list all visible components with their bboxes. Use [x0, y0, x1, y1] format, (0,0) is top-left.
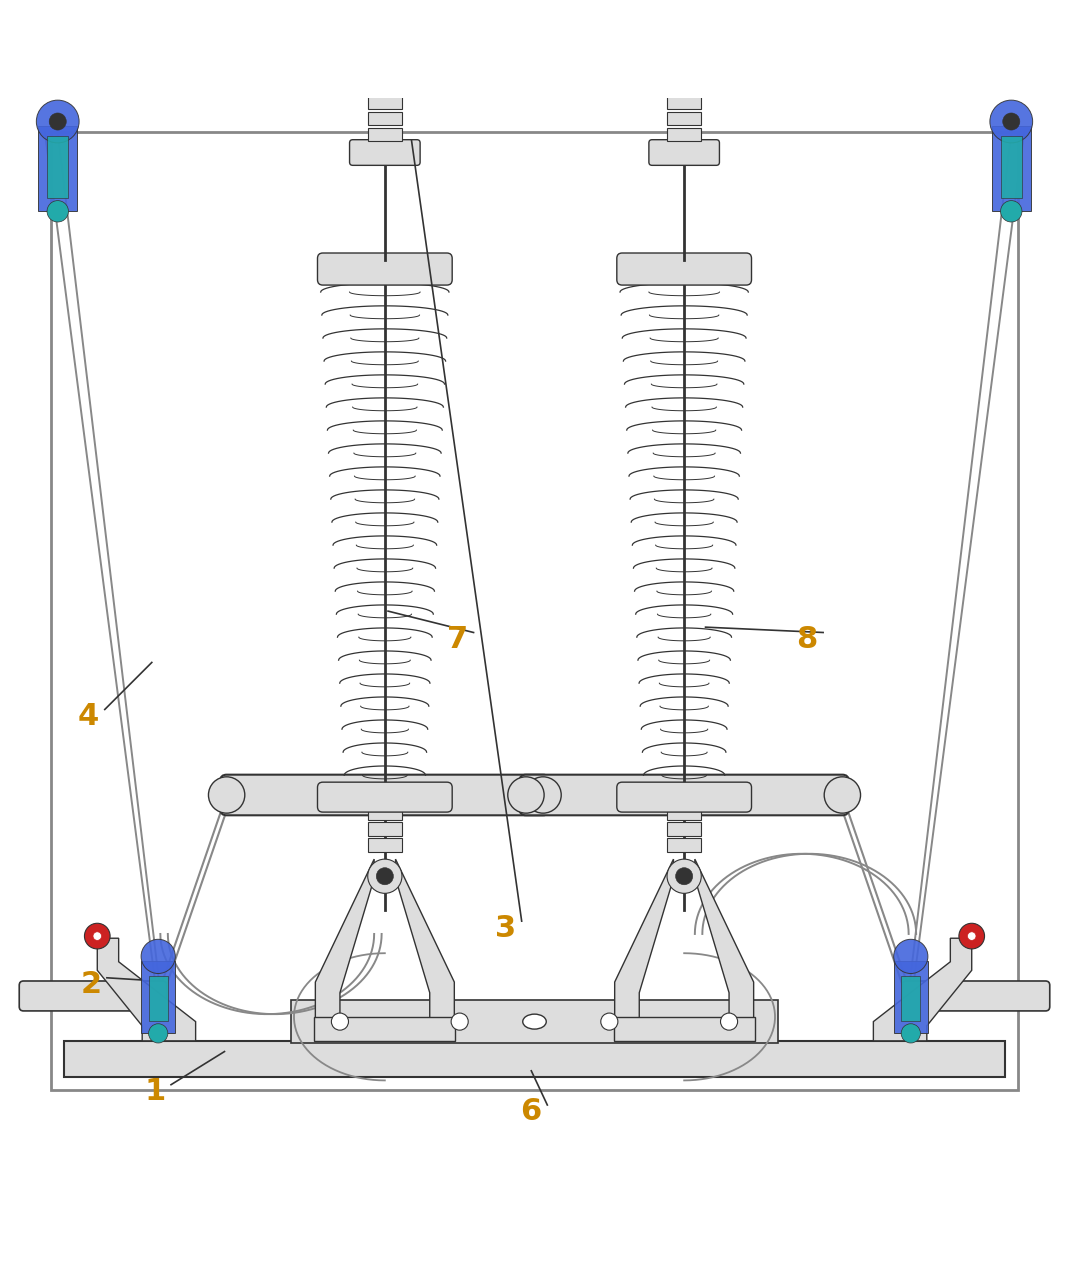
- Circle shape: [208, 777, 245, 813]
- Circle shape: [47, 201, 68, 221]
- Circle shape: [36, 100, 79, 143]
- Bar: [667, 111, 701, 125]
- Circle shape: [990, 100, 1033, 143]
- Text: 3: 3: [495, 913, 516, 942]
- Bar: [368, 837, 402, 851]
- Polygon shape: [315, 859, 374, 1041]
- Circle shape: [368, 859, 402, 893]
- Circle shape: [376, 47, 393, 63]
- Bar: [667, 96, 701, 109]
- Bar: [47, 137, 68, 199]
- Circle shape: [676, 868, 693, 884]
- Bar: [357, 0, 413, 19]
- Polygon shape: [615, 859, 673, 1041]
- Bar: [38, 125, 77, 211]
- Bar: [1001, 137, 1022, 199]
- Circle shape: [601, 1013, 618, 1030]
- Circle shape: [894, 940, 928, 974]
- Circle shape: [1001, 201, 1022, 221]
- Bar: [667, 806, 701, 820]
- Bar: [314, 1017, 455, 1041]
- FancyBboxPatch shape: [220, 774, 549, 816]
- Text: 6: 6: [521, 1097, 542, 1126]
- Bar: [374, 0, 396, 1]
- Polygon shape: [78, 939, 196, 1041]
- FancyBboxPatch shape: [317, 253, 452, 285]
- Polygon shape: [695, 859, 754, 1041]
- Ellipse shape: [523, 1015, 546, 1030]
- FancyBboxPatch shape: [617, 253, 752, 285]
- FancyBboxPatch shape: [902, 980, 1050, 1011]
- Circle shape: [1003, 113, 1020, 130]
- Bar: [368, 822, 402, 836]
- FancyBboxPatch shape: [19, 980, 167, 1011]
- Circle shape: [451, 1013, 468, 1030]
- Bar: [291, 1001, 778, 1044]
- FancyBboxPatch shape: [520, 774, 849, 816]
- FancyBboxPatch shape: [317, 782, 452, 812]
- FancyBboxPatch shape: [649, 139, 719, 166]
- Circle shape: [149, 1023, 168, 1044]
- Circle shape: [508, 777, 544, 813]
- Polygon shape: [396, 859, 454, 1041]
- Bar: [368, 128, 402, 140]
- FancyBboxPatch shape: [350, 139, 420, 166]
- Circle shape: [84, 923, 110, 949]
- Circle shape: [525, 777, 561, 813]
- Text: 4: 4: [78, 702, 99, 731]
- Bar: [667, 822, 701, 836]
- Bar: [149, 975, 168, 1021]
- Circle shape: [721, 1013, 738, 1030]
- Bar: [667, 128, 701, 140]
- Circle shape: [959, 923, 985, 949]
- Text: 1: 1: [144, 1077, 166, 1106]
- FancyBboxPatch shape: [617, 782, 752, 812]
- Bar: [368, 806, 402, 820]
- Circle shape: [49, 113, 66, 130]
- Circle shape: [141, 940, 175, 974]
- Text: 7: 7: [447, 625, 468, 654]
- Text: 8: 8: [796, 625, 818, 654]
- Circle shape: [665, 35, 703, 75]
- Bar: [894, 960, 928, 1034]
- Circle shape: [375, 0, 394, 19]
- Text: 2: 2: [80, 970, 102, 999]
- Circle shape: [967, 932, 976, 940]
- Bar: [64, 1041, 1005, 1078]
- Bar: [901, 975, 920, 1021]
- Polygon shape: [873, 939, 991, 1041]
- Circle shape: [376, 868, 393, 884]
- Circle shape: [901, 1023, 920, 1044]
- Circle shape: [675, 0, 694, 19]
- Circle shape: [676, 47, 693, 63]
- Bar: [368, 96, 402, 109]
- Circle shape: [93, 932, 102, 940]
- Circle shape: [824, 777, 861, 813]
- Circle shape: [331, 1013, 348, 1030]
- Bar: [141, 960, 175, 1034]
- Bar: [667, 837, 701, 851]
- Circle shape: [366, 35, 404, 75]
- Bar: [992, 125, 1031, 211]
- Bar: [656, 0, 712, 19]
- Bar: [614, 1017, 755, 1041]
- Bar: [673, 0, 695, 1]
- Bar: [368, 111, 402, 125]
- Circle shape: [667, 859, 701, 893]
